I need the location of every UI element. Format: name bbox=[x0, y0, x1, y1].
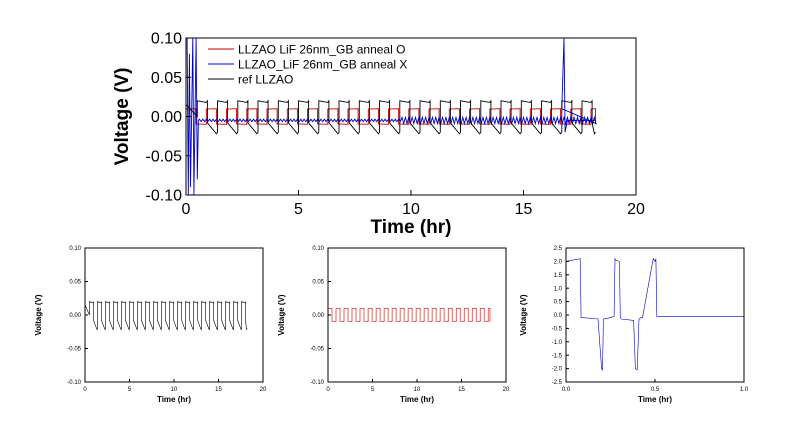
y-tick-label: -0.5 bbox=[552, 327, 563, 333]
series-line-2 bbox=[186, 38, 597, 195]
x-tick-label: 0 bbox=[182, 201, 191, 218]
legend-label: LLZAO LiF 26nm_GB anneal O bbox=[238, 43, 405, 57]
x-tick-label: 0.5 bbox=[651, 387, 660, 393]
legend-label: ref LLZAO bbox=[238, 73, 293, 87]
series-line-1 bbox=[328, 307, 491, 323]
x-axis-label: Time (hr) bbox=[400, 395, 434, 404]
x-tick-label: 5 bbox=[294, 201, 303, 218]
y-tick-label: 0.0 bbox=[554, 313, 563, 319]
series-line-1 bbox=[85, 301, 248, 331]
y-tick-label: 0.05 bbox=[312, 280, 324, 286]
y-tick-label: 1.0 bbox=[554, 286, 563, 292]
series-line-1 bbox=[186, 108, 596, 125]
x-tick-label: 15 bbox=[515, 201, 533, 218]
x-axis-label: Time (hr) bbox=[371, 217, 452, 238]
y-tick-label: -0.10 bbox=[146, 188, 183, 205]
y-tick-label: -0.10 bbox=[310, 380, 324, 386]
chart-2: 0 5 10 15 20 -0.10 -0.05 0.00 0.05 0.10 Time (hr) V… bbox=[34, 246, 267, 404]
x-tick-label: 10 bbox=[402, 201, 420, 218]
y-tick-label: 0.05 bbox=[151, 70, 182, 87]
x-tick-label: 0.0 bbox=[562, 387, 571, 393]
y-axis-label: Voltage (V) bbox=[34, 294, 43, 336]
y-tick-label: 0.00 bbox=[151, 109, 182, 126]
y-tick-label: -0.05 bbox=[146, 148, 183, 165]
legend-label: LLZAO_LiF 26nm_GB anneal X bbox=[238, 58, 407, 72]
y-tick-label: 0.10 bbox=[151, 31, 182, 48]
chart-4: 0.0 0.5 1.0 -2.5 -2.0 -1.5 -1.0 -0.5 0.0 0.5 1.0 1.… bbox=[519, 246, 749, 404]
x-tick-label: 15 bbox=[458, 387, 465, 393]
x-tick-label: 15 bbox=[215, 387, 222, 393]
y-tick-label: 0.5 bbox=[554, 300, 563, 306]
y-tick-label: 0.10 bbox=[69, 246, 81, 252]
x-axis-label: Time (hr) bbox=[638, 395, 672, 404]
y-tick-label: -0.10 bbox=[67, 380, 81, 386]
x-tick-label: 20 bbox=[260, 387, 267, 393]
y-tick-label: -2.0 bbox=[552, 367, 563, 373]
y-axis-label: Voltage (V) bbox=[277, 294, 286, 336]
series-line-3 bbox=[186, 99, 596, 135]
y-tick-label: -2.5 bbox=[552, 380, 563, 386]
y-tick-label: 0.10 bbox=[312, 246, 324, 252]
series-line-1 bbox=[566, 257, 744, 371]
y-tick-label: 1.5 bbox=[554, 273, 563, 279]
x-tick-label: 0 bbox=[326, 387, 330, 393]
y-tick-label: -0.05 bbox=[67, 347, 81, 353]
plot-frame bbox=[565, 247, 745, 383]
plot-frame bbox=[327, 247, 507, 383]
y-tick-label: -0.05 bbox=[310, 347, 324, 353]
chart-1: 0 5 10 15 20 -0.10 -0.05 0.00 0.05 0.10 Time (hr) V… bbox=[112, 31, 645, 238]
x-tick-label: 1.0 bbox=[740, 387, 749, 393]
chart-3: 0 5 10 15 20 -0.10 -0.05 0.00 0.05 0.10 Time (hr) V… bbox=[277, 246, 510, 404]
y-tick-label: -1.0 bbox=[552, 340, 563, 346]
x-tick-label: 20 bbox=[503, 387, 510, 393]
y-tick-label: 2.0 bbox=[554, 260, 563, 266]
x-tick-label: 5 bbox=[371, 387, 375, 393]
x-axis-label: Time (hr) bbox=[157, 395, 191, 404]
x-tick-label: 0 bbox=[83, 387, 87, 393]
y-axis-label: Voltage (V) bbox=[112, 68, 133, 166]
y-tick-label: 0.05 bbox=[69, 280, 81, 286]
x-tick-label: 10 bbox=[414, 387, 421, 393]
plot-frame bbox=[84, 247, 264, 383]
x-tick-label: 20 bbox=[627, 201, 645, 218]
x-tick-label: 5 bbox=[128, 387, 132, 393]
x-tick-label: 10 bbox=[171, 387, 178, 393]
y-tick-label: 2.5 bbox=[554, 246, 563, 252]
y-axis-label: Voltage (V) bbox=[519, 294, 528, 336]
y-tick-label: -1.5 bbox=[552, 353, 563, 359]
y-tick-label: 0.00 bbox=[69, 313, 81, 319]
y-tick-label: 0.00 bbox=[312, 313, 324, 319]
